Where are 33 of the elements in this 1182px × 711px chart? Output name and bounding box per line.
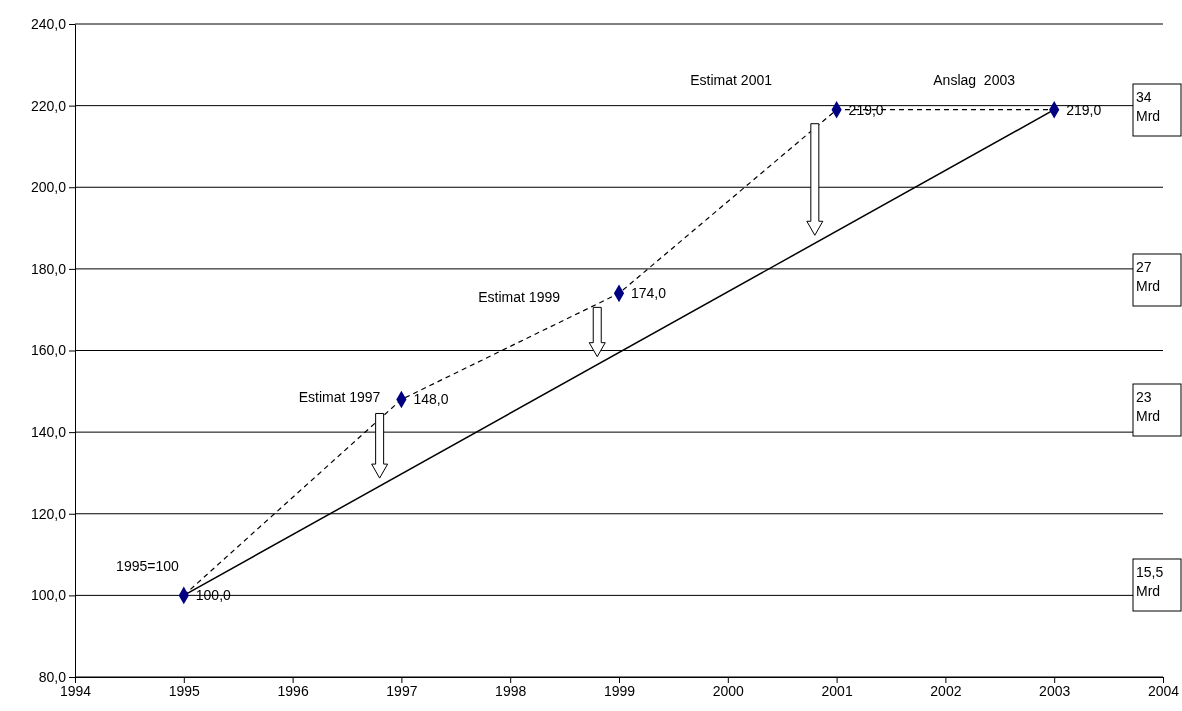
- y-tick-label: 160,0: [30, 342, 67, 359]
- annotation: 15,5 Mrd: [1136, 564, 1164, 599]
- x-tick-label: 1999: [603, 682, 636, 699]
- data-label: 174,0: [631, 285, 667, 302]
- x-tick-label: 1994: [59, 682, 92, 699]
- data-label: 148,0: [413, 391, 449, 408]
- x-tick-label: 2001: [821, 682, 853, 699]
- x-tick-label: 1995: [168, 682, 201, 699]
- data-label: 219,0: [848, 101, 884, 118]
- annotation: 1995=100: [116, 558, 180, 575]
- annotation: Estimat 1997: [298, 389, 381, 406]
- y-tick-label: 240,0: [30, 15, 67, 32]
- annotation: Anslag 2003: [933, 72, 1016, 88]
- x-tick-label: 2003: [1039, 682, 1071, 699]
- annotation: Estimat 1999: [478, 289, 561, 305]
- x-tick-label: 1998: [495, 682, 527, 699]
- annotation: Estimat 2001: [690, 72, 773, 88]
- x-tick-label: 1997: [386, 682, 418, 699]
- y-tick-label: 180,0: [30, 260, 67, 277]
- annotation: 27 Mrd: [1136, 259, 1161, 294]
- x-tick-label: 1996: [277, 682, 309, 699]
- y-tick-label: 140,0: [30, 424, 67, 441]
- x-tick-label: 2004: [1147, 682, 1180, 699]
- y-tick-label: 80,0: [38, 668, 67, 685]
- annotation: 34 Mrd: [1136, 89, 1161, 124]
- annotation: 23 Mrd: [1136, 389, 1161, 424]
- y-tick-label: 220,0: [30, 97, 67, 114]
- x-tick-label: 2002: [930, 682, 962, 699]
- y-tick-label: 100,0: [30, 587, 67, 604]
- y-tick-label: 120,0: [30, 505, 67, 522]
- data-label: 219,0: [1066, 101, 1102, 118]
- y-tick-label: 200,0: [30, 179, 67, 196]
- x-tick-label: 2000: [712, 682, 745, 699]
